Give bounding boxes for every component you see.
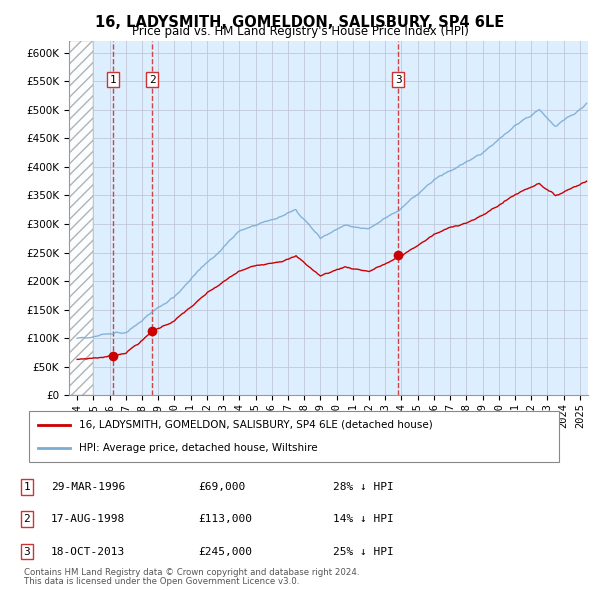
Text: Contains HM Land Registry data © Crown copyright and database right 2024.: Contains HM Land Registry data © Crown c… (24, 568, 359, 577)
Text: 1: 1 (110, 74, 116, 84)
Text: £245,000: £245,000 (198, 547, 252, 556)
Text: 28% ↓ HPI: 28% ↓ HPI (333, 482, 394, 491)
Text: 3: 3 (23, 547, 31, 556)
Text: 18-OCT-2013: 18-OCT-2013 (51, 547, 125, 556)
Text: 25% ↓ HPI: 25% ↓ HPI (333, 547, 394, 556)
Text: 2: 2 (23, 514, 31, 524)
Text: Price paid vs. HM Land Registry's House Price Index (HPI): Price paid vs. HM Land Registry's House … (131, 25, 469, 38)
Text: 3: 3 (395, 74, 401, 84)
Text: 2: 2 (149, 74, 155, 84)
Text: £69,000: £69,000 (198, 482, 245, 491)
Text: This data is licensed under the Open Government Licence v3.0.: This data is licensed under the Open Gov… (24, 578, 299, 586)
Text: 16, LADYSMITH, GOMELDON, SALISBURY, SP4 6LE: 16, LADYSMITH, GOMELDON, SALISBURY, SP4 … (95, 15, 505, 30)
Text: £113,000: £113,000 (198, 514, 252, 524)
Text: 29-MAR-1996: 29-MAR-1996 (51, 482, 125, 491)
Text: 17-AUG-1998: 17-AUG-1998 (51, 514, 125, 524)
Text: 16, LADYSMITH, GOMELDON, SALISBURY, SP4 6LE (detached house): 16, LADYSMITH, GOMELDON, SALISBURY, SP4 … (79, 420, 433, 430)
FancyBboxPatch shape (29, 411, 559, 462)
Text: 1: 1 (23, 482, 31, 491)
Bar (69, 41, 94, 395)
Text: HPI: Average price, detached house, Wiltshire: HPI: Average price, detached house, Wilt… (79, 443, 317, 453)
Text: 14% ↓ HPI: 14% ↓ HPI (333, 514, 394, 524)
